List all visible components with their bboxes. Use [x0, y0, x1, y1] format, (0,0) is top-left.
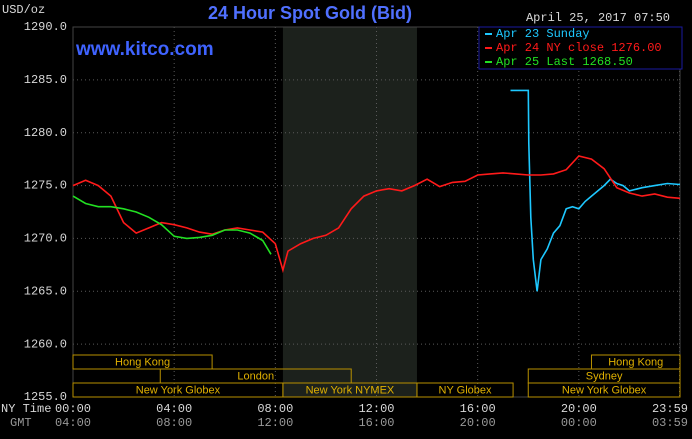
session-label: New York Globex — [562, 384, 647, 396]
session-bar — [527, 382, 681, 398]
y-tick-label: 1260.0 — [24, 337, 67, 351]
y-tick-label: 1255.0 — [24, 390, 67, 404]
legend-label: Apr 23 Sunday — [496, 27, 590, 41]
session-label: New York NYMEX — [306, 384, 395, 396]
x2-tick-label: 12:00 — [257, 416, 293, 430]
y-tick-label: 1280.0 — [24, 126, 67, 140]
y-tick-label: 1270.0 — [24, 232, 67, 246]
session-bar — [416, 382, 514, 398]
x-tick-label: 23:59 — [652, 402, 688, 416]
watermark: www.kitco.com — [75, 39, 214, 60]
y-tick-label: 1275.0 — [24, 179, 67, 193]
x2-tick-label: 04:00 — [55, 416, 91, 430]
x-tick-label: 20:00 — [561, 402, 597, 416]
session-label: NY Globex — [439, 384, 492, 396]
session-label: London — [237, 370, 274, 382]
session-label: Hong Kong — [608, 356, 663, 368]
x2-tick-label: 03:59 — [652, 416, 688, 430]
x-tick-label: 04:00 — [156, 402, 192, 416]
series-line — [72, 155, 681, 274]
y-tick-label: 1265.0 — [24, 284, 67, 298]
unit-label: USD/oz — [2, 3, 45, 17]
legend-label: Apr 24 NY close 1276.00 — [496, 41, 662, 55]
x-tick-label: 08:00 — [257, 402, 293, 416]
x2-tick-label: 20:00 — [460, 416, 496, 430]
chart-title: 24 Hour Spot Gold (Bid) — [208, 3, 412, 23]
timestamp: April 25, 2017 07:50 — [526, 11, 670, 25]
x2-row-label: GMT — [10, 416, 32, 430]
plot: 1255.0 1260.0 1265.0 1270.0 1275.0 1280.0 1285… — [24, 20, 688, 430]
y-tick-label: 1290.0 — [24, 20, 67, 34]
session-label: Hong Kong — [115, 356, 170, 368]
x-tick-label: 12:00 — [358, 402, 394, 416]
session-label: New York Globex — [136, 384, 221, 396]
session-bar — [72, 354, 213, 370]
x2-tick-label: 16:00 — [358, 416, 394, 430]
y-tick-label: 1285.0 — [24, 73, 67, 87]
legend-label: Apr 25 Last 1268.50 — [496, 55, 633, 69]
x2-tick-label: 00:00 — [561, 416, 597, 430]
series-line — [510, 89, 681, 292]
x2-tick-label: 08:00 — [156, 416, 192, 430]
session-label: Sydney — [586, 370, 623, 382]
legend-box — [478, 26, 683, 70]
x-tick-label: 00:00 — [55, 402, 91, 416]
x-tick-label: 16:00 — [460, 402, 496, 416]
series-line — [72, 195, 272, 255]
x-row-label: NY Time — [1, 402, 51, 416]
